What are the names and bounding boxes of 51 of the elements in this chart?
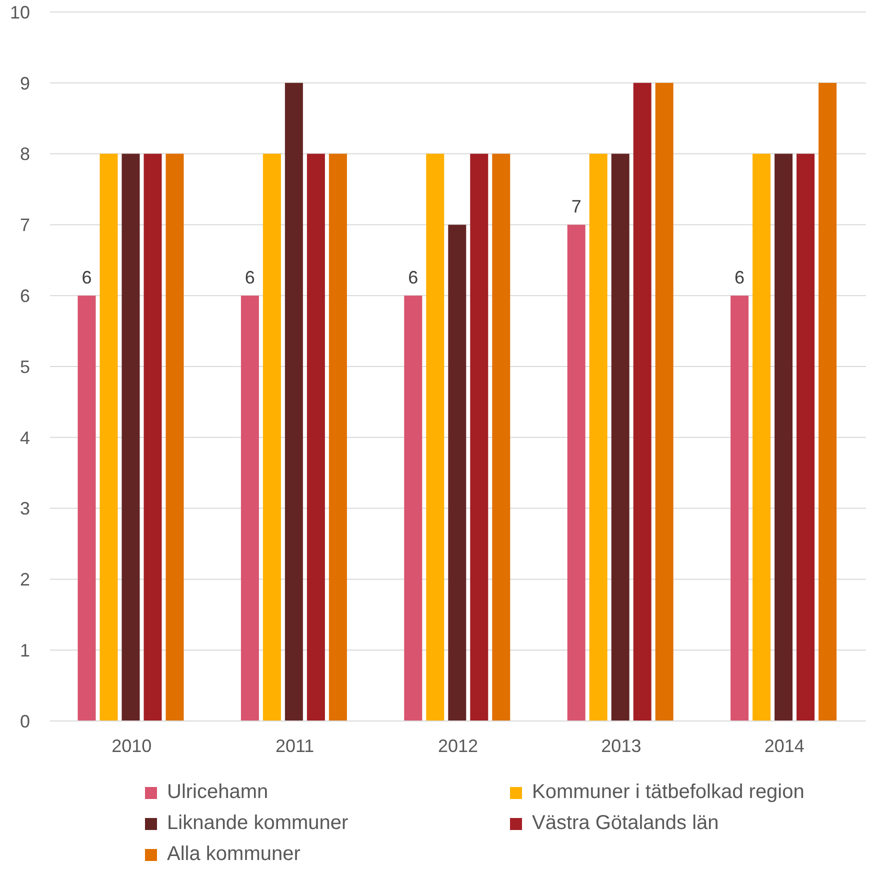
y-tick-label: 3 xyxy=(20,498,30,519)
legend-label: Liknande kommuner xyxy=(167,812,348,835)
bar xyxy=(262,154,281,721)
data-label: 7 xyxy=(571,196,582,217)
bar xyxy=(144,154,162,721)
data-label: 6 xyxy=(244,268,255,288)
bar xyxy=(752,154,771,721)
bar xyxy=(492,154,510,721)
y-tick-label: 4 xyxy=(20,428,30,448)
y-tick-label: 0 xyxy=(20,711,30,732)
y-tick-label: 7 xyxy=(20,215,30,236)
y-tick-label: 8 xyxy=(20,144,30,164)
x-tick-label: 2014 xyxy=(764,736,804,756)
bar xyxy=(796,154,815,721)
y-tick-label: 10 xyxy=(10,2,30,22)
legend-label: Ulricehamn xyxy=(167,781,268,804)
data-label: 6 xyxy=(734,268,745,288)
legend-label: Kommuner i tätbefolkad region xyxy=(532,781,804,804)
bar xyxy=(470,154,488,721)
bar xyxy=(78,296,96,721)
y-tick-label: 6 xyxy=(20,286,30,306)
x-tick-label: 2012 xyxy=(438,736,478,756)
bar xyxy=(774,154,793,721)
bar xyxy=(426,154,444,721)
bar xyxy=(306,154,325,721)
bar xyxy=(284,82,303,721)
data-label: 6 xyxy=(408,268,418,288)
bar xyxy=(655,82,674,721)
bar xyxy=(633,82,652,721)
bar xyxy=(611,154,630,721)
bar xyxy=(328,154,347,721)
x-tick-label: 2010 xyxy=(112,736,152,756)
legend-label: Alla kommuner xyxy=(167,843,300,866)
bar xyxy=(100,154,118,721)
data-label: 6 xyxy=(82,268,92,288)
bar xyxy=(122,154,140,721)
y-tick-label: 9 xyxy=(20,73,30,94)
x-tick-label: 2011 xyxy=(275,736,314,756)
legend-label: Västra Götalands län xyxy=(532,812,719,835)
bar xyxy=(448,224,466,721)
bar xyxy=(404,296,422,721)
bar xyxy=(818,82,837,721)
y-tick-label: 5 xyxy=(20,356,30,377)
bar xyxy=(567,224,586,721)
bar xyxy=(240,296,259,721)
y-tick-label: 2 xyxy=(20,570,30,590)
y-tick-label: 1 xyxy=(20,640,30,660)
bar xyxy=(589,154,608,721)
x-tick-label: 2013 xyxy=(601,736,642,756)
bar xyxy=(730,296,749,721)
bar xyxy=(166,154,184,721)
